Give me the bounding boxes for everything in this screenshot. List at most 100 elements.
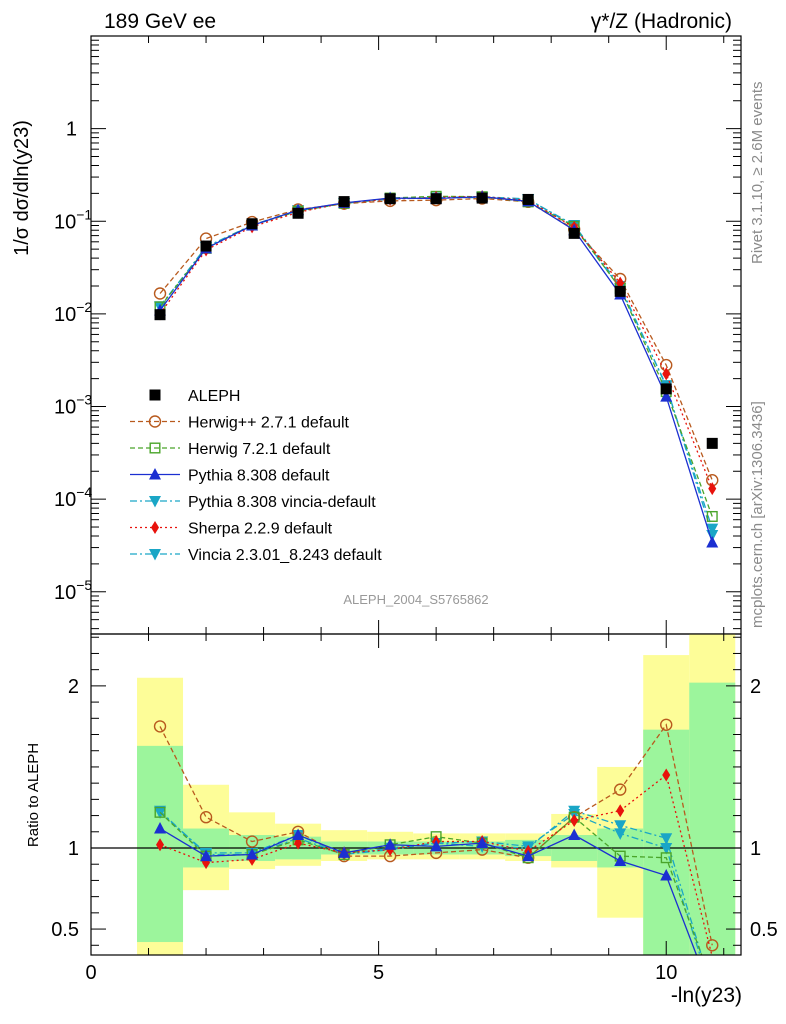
ratio-point-pythia-8-308-default: [522, 849, 535, 862]
legend-label: Pythia 8.308 vincia-default: [188, 494, 376, 511]
data-point-pythia-8-308-default: [660, 390, 673, 402]
data-point-aleph: [476, 192, 488, 204]
data-point-aleph: [200, 240, 212, 252]
ratio-point-pythia-8-308-default: [154, 822, 167, 834]
data-point-aleph: [384, 193, 396, 205]
legend-entry-pythia-8-308-default: Pythia 8.308 default: [130, 468, 330, 485]
ratio-point-pythia-8-308-default: [430, 839, 443, 852]
ratio-point-vincia-2-3-01-8-243-default: [660, 843, 673, 855]
data-point-aleph: [154, 309, 166, 321]
data-point-aleph: [660, 383, 672, 395]
ratio-line-herwig-2-7-1-default: [159, 723, 713, 946]
data-point-aleph: [522, 193, 534, 205]
ratio-point-pythia-8-308-default: [384, 838, 397, 850]
series-vincia-2-3-01-8-243-default: [154, 191, 719, 542]
y-tick-label-exponent: −1: [76, 206, 92, 222]
data-point-herwig-7-2-1-default: [706, 510, 718, 522]
data-point-aleph: [568, 227, 580, 239]
legend-label: Herwig++ 2.7.1 default: [188, 415, 350, 432]
data-point-aleph: [706, 437, 718, 449]
title-right: γ*/Z (Hadronic): [591, 10, 732, 33]
legend-marker: [148, 415, 162, 428]
analysis-annotation: ALEPH_2004_S5765862: [343, 592, 488, 607]
legend-entry-aleph: ALEPH: [149, 388, 240, 405]
ratio-point-herwig-2-7-1-default: [199, 810, 213, 824]
ratio-point-pythia-8-308-default: [476, 836, 489, 849]
y-tick-label-exponent: −4: [76, 484, 92, 500]
legend-entry-herwig-7-2-1-default: Herwig 7.2.1 default: [130, 441, 331, 458]
ratio-y-tick-label-right: 0.5: [750, 919, 778, 941]
ratio-point-pythia-8-308-default: [246, 847, 259, 860]
title-left: 189 GeV ee: [104, 10, 216, 33]
ratio-y-tick-label: 2: [68, 676, 79, 698]
y-tick-label-base: 10: [54, 211, 76, 233]
data-point-aleph: [338, 196, 350, 208]
legend: ALEPH Herwig++ 2.7.1 default Herwig 7.2.1 …: [130, 388, 382, 564]
legend-label: Herwig 7.2.1 default: [188, 441, 331, 458]
legend-label: Sherpa 2.2.9 default: [188, 521, 333, 538]
data-point-sherpa-2-2-9-default: [708, 482, 717, 496]
ratio-y-tick-label-right: 1: [750, 838, 761, 860]
ratio-point-herwig-2-7-1-default: [660, 718, 673, 731]
ratio-point-herwig-2-7-1-default: [245, 835, 259, 848]
data-point-aleph: [614, 285, 626, 297]
ratio-point-herwig-7-2-1-default: [660, 852, 672, 864]
data-point-pythia-8-308-vincia-default: [706, 523, 719, 536]
ratio-point-herwig-2-7-1-default: [614, 783, 627, 796]
y-tick-label-exponent: −5: [76, 577, 92, 593]
ratio-point-pythia-8-308-default: [614, 854, 627, 866]
x-tick-label: 10: [655, 962, 677, 984]
main-y-axis-label: 1/σ dσ/dln(y23): [11, 120, 33, 256]
y-tick-label-base: 10: [54, 397, 76, 419]
legend-entry-pythia-8-308-vincia-default: Pythia 8.308 vincia-default: [130, 494, 376, 511]
x-tick-label: 5: [373, 962, 384, 984]
y-tick-label-base: 10: [54, 582, 76, 604]
y-tick-label-base: 10: [54, 304, 76, 326]
ratio-point-pythia-8-308-default: [568, 828, 581, 841]
data-point-aleph: [246, 218, 258, 230]
legend-marker: [151, 521, 159, 534]
x-axis-label: -ln(y23): [671, 984, 742, 1007]
legend-marker: [149, 442, 161, 454]
ratio-point-sherpa-2-2-9-default: [570, 813, 579, 827]
legend-label: ALEPH: [188, 388, 240, 405]
legend-entry-herwig-2-7-1-default: Herwig++ 2.7.1 default: [130, 415, 350, 432]
ratio-y-tick-label-right: 2: [750, 676, 761, 698]
legend-label: Pythia 8.308 default: [188, 468, 330, 485]
ratio-frame: [90, 633, 742, 956]
y-tick-label: 10−5: [54, 577, 92, 604]
series-aleph: [154, 192, 718, 449]
legend-label: Vincia 2.3.01_8.243 default: [188, 547, 382, 564]
ratio-point-pythia-8-308-vincia-default: [614, 820, 627, 832]
main-frame: [90, 35, 742, 635]
y-tick-label: 10−3: [54, 392, 92, 419]
legend-marker: [149, 549, 161, 561]
ratio-y-tick-label: 0.5: [51, 919, 79, 941]
data-point-aleph: [292, 207, 304, 219]
legend-marker: [149, 468, 161, 480]
x-tick-label: 0: [85, 962, 96, 984]
y-tick-label-exponent: −3: [76, 392, 92, 408]
ratio-band-inner: [689, 682, 736, 955]
ratio-point-herwig-2-7-1-default: [706, 939, 719, 952]
data-point-herwig-2-7-1-default: [153, 287, 167, 300]
series-line-herwig-2-7-1-default: [159, 197, 713, 481]
data-point-pythia-8-308-default: [706, 536, 719, 548]
data-point-sherpa-2-2-9-default: [662, 367, 671, 381]
ratio-y-axis-label: Ratio to ALEPH: [25, 743, 42, 847]
y-tick-label: 10−2: [54, 299, 92, 326]
ratio-point-pythia-8-308-default: [660, 869, 673, 881]
legend-entry-vincia-2-3-01-8-243-default: Vincia 2.3.01_8.243 default: [130, 547, 382, 564]
series-line-pythia-8-308-default: [159, 196, 713, 543]
ratio-point-pythia-8-308-default: [292, 828, 305, 841]
y-tick-label-exponent: −2: [76, 299, 92, 315]
ratio-point-sherpa-2-2-9-default: [662, 768, 671, 782]
mcplots-label: mcplots.cern.ch [arXiv:1306.3436]: [749, 401, 766, 628]
legend-entry-sherpa-2-2-9-default: Sherpa 2.2.9 default: [130, 521, 333, 538]
ratio-point-pythia-8-308-default: [200, 849, 213, 862]
y-tick-label-base: 10: [54, 489, 76, 511]
legend-marker: [149, 496, 161, 508]
ratio-point-sherpa-2-2-9-default: [156, 838, 165, 852]
y-tick-label: 10−4: [54, 484, 92, 511]
ratio-point-herwig-7-2-1-default: [154, 806, 166, 818]
